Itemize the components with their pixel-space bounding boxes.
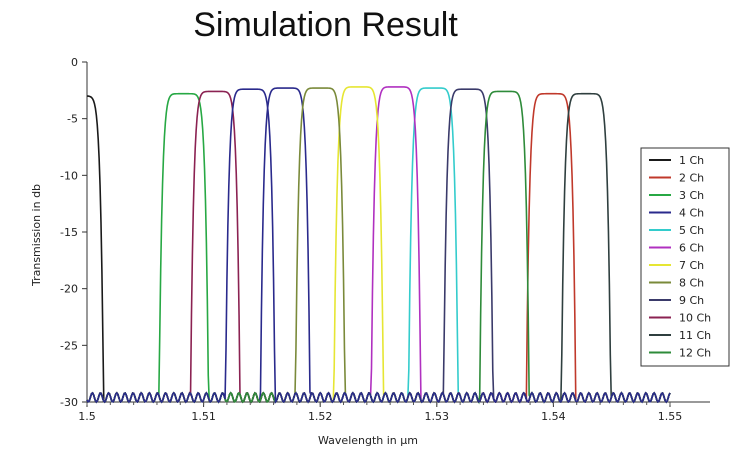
y-tick-label: -20 bbox=[60, 283, 78, 296]
x-tick-label: 1.51 bbox=[191, 410, 216, 423]
legend-label: 7 Ch bbox=[679, 259, 704, 272]
legend-label: 10 Ch bbox=[679, 312, 711, 325]
plot-curves bbox=[86, 86, 671, 405]
legend-label: 6 Ch bbox=[679, 242, 704, 255]
legend-label: 11 Ch bbox=[679, 329, 711, 342]
legend-label: 2 Ch bbox=[679, 172, 704, 185]
plot-axes bbox=[86, 62, 710, 403]
legend-label: 1 Ch bbox=[679, 154, 704, 167]
legend-box bbox=[640, 147, 730, 367]
y-tick-label: -5 bbox=[67, 113, 78, 126]
legend-label: 4 Ch bbox=[679, 207, 704, 220]
x-axis-label: Wavelength in µm bbox=[318, 434, 418, 447]
x-tick-label: 1.54 bbox=[541, 410, 566, 423]
y-tick-label: -10 bbox=[60, 169, 78, 182]
legend-label: 12 Ch bbox=[679, 347, 711, 360]
chart-title: Simulation Result bbox=[193, 6, 458, 44]
y-tick-label: -25 bbox=[60, 339, 78, 352]
x-tick-label: 1.52 bbox=[308, 410, 333, 423]
chart-legend: 1 Ch 2 Ch 3 Ch 4 Ch 5 Ch 6 Ch 7 Ch 8 Ch 9 Ch 10 C… bbox=[640, 147, 730, 367]
x-tick-label: 1.53 bbox=[425, 410, 450, 423]
plot-ticks: 1.5 1.51 1.52 1.53 1.54 1.55 0 -5 -10 -15 -20 -25 -3… bbox=[60, 56, 682, 423]
legend-label: 8 Ch bbox=[679, 277, 704, 290]
series-curve bbox=[86, 88, 671, 404]
x-tick-label: 1.55 bbox=[658, 410, 683, 423]
y-axis-label: Transmission in db bbox=[30, 184, 43, 287]
legend-label: 3 Ch bbox=[679, 189, 704, 202]
y-tick-label: 0 bbox=[71, 56, 78, 69]
series-curve bbox=[86, 86, 671, 404]
legend-label: 5 Ch bbox=[679, 224, 704, 237]
legend-label: 9 Ch bbox=[679, 294, 704, 307]
x-tick-label: 1.5 bbox=[78, 410, 96, 423]
y-tick-label: -15 bbox=[60, 226, 78, 239]
y-tick-label: -30 bbox=[60, 396, 78, 409]
